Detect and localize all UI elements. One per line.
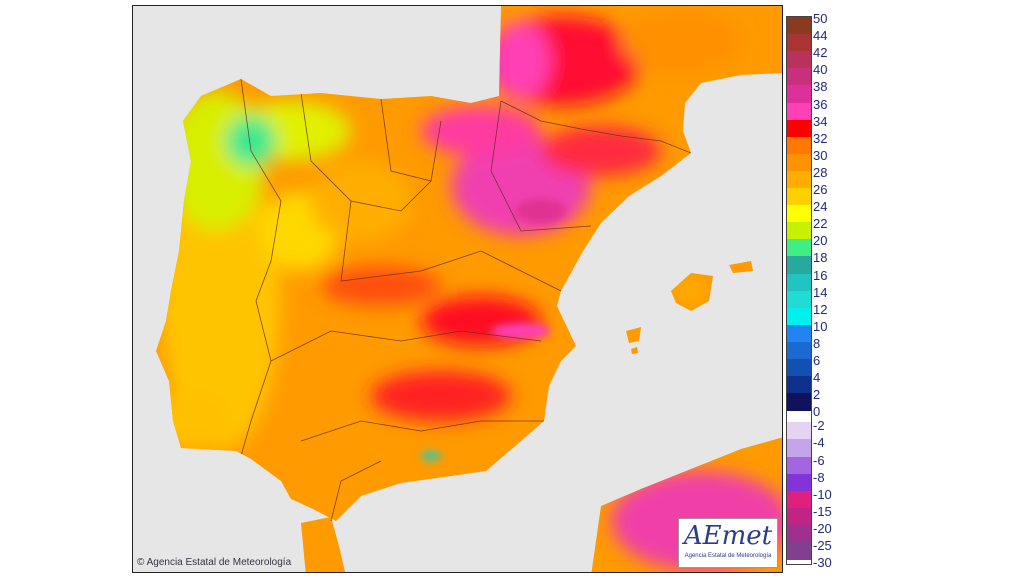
- legend-swatch: [787, 222, 811, 240]
- legend-label: -25: [813, 538, 832, 553]
- legend-label: 6: [813, 353, 821, 368]
- legend-label: 18: [813, 250, 828, 266]
- legend-swatch: [787, 256, 811, 275]
- legend-swatch: [787, 324, 811, 343]
- legend-label: 38: [813, 79, 828, 95]
- legend-swatch: [787, 524, 811, 543]
- legend-label: 28: [813, 164, 828, 180]
- legend-swatch: [787, 51, 811, 69]
- legend-swatch: [787, 359, 811, 377]
- legend-label: 12: [813, 301, 828, 317]
- province-borders: [240, 78, 692, 522]
- legend-swatch: [787, 239, 811, 257]
- legend-swatch: [787, 188, 811, 206]
- legend-label: -8: [813, 469, 825, 485]
- legend-swatch: [787, 341, 811, 360]
- temperature-legend: 50 44 42 40 38 36 34 32 30 28 26 24 22 20 18 16 14 12 10 8 6…: [787, 12, 847, 572]
- legend-label: 2: [813, 387, 821, 403]
- legend-label: 36: [813, 96, 828, 112]
- legend-label: 44: [813, 28, 828, 44]
- legend-label: 34: [813, 113, 828, 129]
- legend-label: 4: [813, 370, 821, 386]
- legend-label: 32: [813, 130, 828, 146]
- legend-label: 0: [813, 404, 821, 420]
- aemet-logo: AEmet Agencia Estatal de Meteorología: [678, 518, 778, 568]
- legend-label: 50: [813, 11, 828, 26]
- legend-swatch: [787, 542, 811, 560]
- legend-swatch: [787, 136, 811, 155]
- legend-swatch: [787, 307, 811, 326]
- legend-label: -10: [813, 486, 832, 502]
- legend-swatch: [787, 290, 811, 309]
- legend-label: 20: [813, 233, 828, 249]
- legend-label: 10: [813, 318, 828, 334]
- legend-swatch: [787, 17, 811, 35]
- legend-swatch: [787, 439, 811, 458]
- legend-swatch: [787, 376, 811, 394]
- copyright-credit: © Agencia Estatal de Meteorología: [137, 557, 292, 568]
- legend-swatch: [787, 473, 811, 492]
- legend-label: -2: [813, 418, 825, 434]
- legend-swatch: [787, 456, 811, 475]
- legend-label: 14: [813, 284, 828, 300]
- legend-label: 40: [813, 62, 828, 78]
- legend-label: -15: [813, 503, 832, 519]
- temperature-field: [156, 6, 782, 572]
- legend-swatch: [787, 422, 811, 440]
- legend-label: 30: [813, 147, 828, 163]
- legend-label: 42: [813, 45, 828, 61]
- legend-label: -4: [813, 435, 825, 451]
- legend-swatch: [787, 205, 811, 223]
- map-graphic: [156, 6, 782, 572]
- legend-label: 16: [813, 267, 828, 283]
- legend-label: 26: [813, 182, 828, 197]
- legend-swatch: [787, 490, 811, 509]
- legend-label: 8: [813, 335, 821, 351]
- legend-swatch: [787, 170, 811, 189]
- legend-swatch: [787, 393, 811, 411]
- temperature-map[interactable]: © Agencia Estatal de Meteorología AEmet …: [132, 5, 783, 573]
- legend-swatch: [787, 102, 811, 121]
- logo-subtitle: Agencia Estatal de Meteorología: [684, 553, 772, 559]
- legend-swatch: [787, 153, 811, 172]
- legend-label: 22: [813, 216, 828, 232]
- legend-label: -30: [813, 555, 832, 571]
- legend-swatch: [787, 68, 811, 86]
- legend-swatch: [787, 85, 811, 104]
- legend-label: -6: [813, 452, 825, 468]
- legend-swatch: [787, 119, 811, 138]
- legend-label: -20: [813, 520, 832, 536]
- legend-swatch: [787, 507, 811, 526]
- legend-swatch: [787, 273, 811, 292]
- legend-swatch: [787, 34, 811, 52]
- logo-text: AEmet: [683, 521, 773, 551]
- legend-label: 24: [813, 199, 828, 215]
